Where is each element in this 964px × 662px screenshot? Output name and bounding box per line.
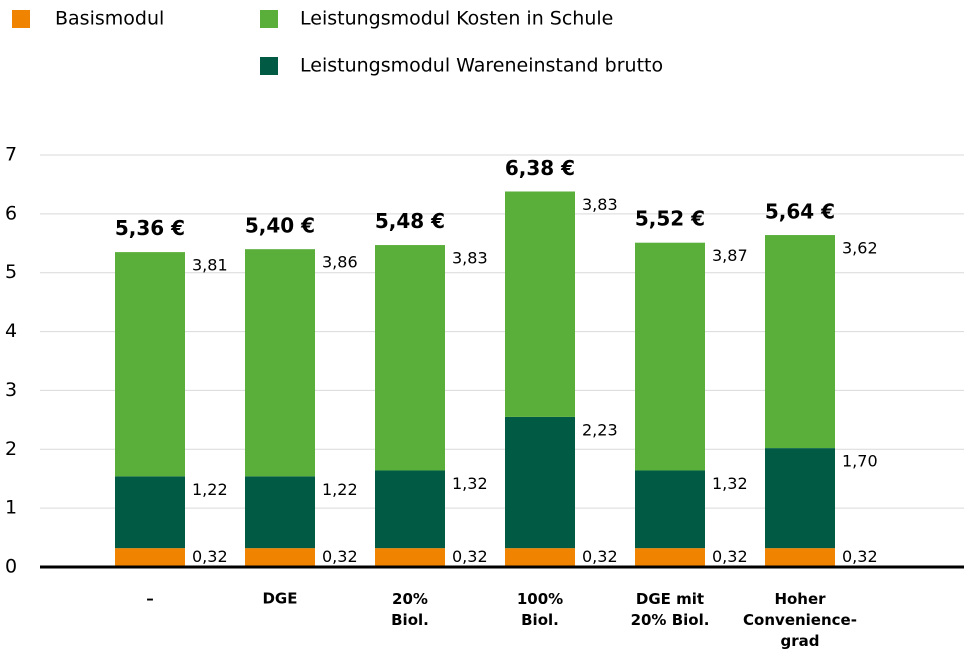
value-label: 0,32 — [712, 547, 748, 566]
y-tick-label: 0 — [5, 556, 17, 578]
value-label: 1,32 — [452, 474, 488, 493]
value-label: 1,22 — [322, 480, 358, 499]
total-label: 5,64 € — [765, 200, 835, 224]
x-tick-label: DGE — [262, 590, 297, 608]
bar-segment — [505, 191, 575, 417]
value-label: 0,32 — [322, 547, 358, 566]
value-label: 1,22 — [192, 480, 228, 499]
bar-segment — [245, 249, 315, 477]
bar-segment — [245, 476, 315, 549]
value-label: 3,81 — [192, 256, 228, 275]
value-label: 0,32 — [842, 547, 878, 566]
value-label: 3,86 — [322, 253, 358, 272]
value-label: 3,62 — [842, 239, 878, 258]
y-tick-label: 4 — [5, 320, 17, 342]
bar-segment — [245, 548, 315, 567]
bar-segment — [635, 548, 705, 567]
total-label: 5,36 € — [115, 216, 185, 240]
value-label: 0,32 — [582, 547, 618, 566]
x-tick-label: Hoher Convenience-grad — [743, 590, 857, 650]
bar-segment — [765, 448, 835, 549]
total-label: 5,52 € — [635, 207, 705, 231]
x-tick-label: 100% Biol. — [517, 590, 563, 629]
value-label: 1,32 — [712, 474, 748, 493]
x-tick-label: DGE mit 20% Biol. — [631, 590, 710, 629]
y-tick-label: 6 — [5, 202, 17, 224]
value-label: 1,70 — [842, 452, 878, 471]
legend-swatch — [260, 57, 278, 75]
y-tick-label: 7 — [5, 144, 17, 166]
y-tick-label: 5 — [5, 261, 17, 283]
x-tick-label: 20% Biol. — [391, 590, 429, 629]
bar-segment — [635, 470, 705, 549]
total-label: 6,38 € — [505, 156, 575, 180]
legend-label: Leistungsmodul Wareneinstand brutto — [300, 55, 663, 77]
y-tick-label: 1 — [5, 497, 17, 519]
value-label: 3,87 — [712, 246, 748, 265]
bar-segment — [115, 476, 185, 549]
value-label: 3,83 — [452, 249, 488, 268]
y-tick-label: 2 — [5, 438, 17, 460]
bar-segment — [765, 235, 835, 449]
x-tick-label: – — [146, 590, 154, 608]
bar-segment — [115, 548, 185, 567]
legend-swatch — [12, 10, 30, 28]
bar-segment — [375, 245, 445, 471]
bar-segment — [505, 548, 575, 567]
value-label: 2,23 — [582, 420, 618, 439]
bar-segment — [375, 470, 445, 549]
legend-label: Leistungsmodul Kosten in Schule — [300, 8, 613, 30]
total-label: 5,48 € — [375, 209, 445, 233]
total-label: 5,40 € — [245, 214, 315, 238]
bar-segment — [635, 242, 705, 471]
legend-swatch — [260, 10, 278, 28]
legend-label: Basismodul — [55, 8, 164, 30]
bar-segment — [375, 548, 445, 567]
bar-segment — [115, 252, 185, 477]
bar-segment — [765, 548, 835, 567]
value-label: 0,32 — [452, 547, 488, 566]
value-label: 0,32 — [192, 547, 228, 566]
y-tick-label: 3 — [5, 379, 17, 401]
value-label: 3,83 — [582, 195, 618, 214]
bar-segment — [505, 416, 575, 549]
